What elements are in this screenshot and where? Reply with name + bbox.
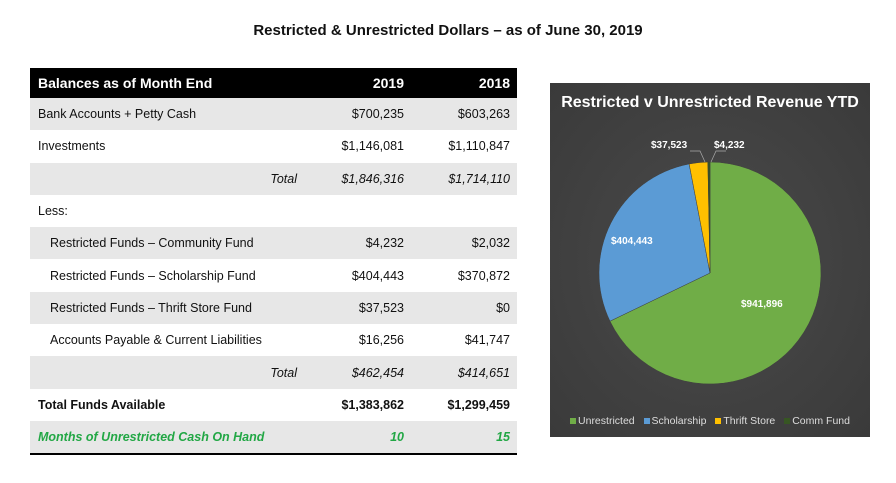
pie-slice-comm-fund: [707, 161, 711, 274]
value-2019: 10: [390, 430, 404, 445]
value-2019: $462,454: [351, 365, 404, 380]
value-2018: $370,872: [457, 268, 510, 283]
table-row: Accounts Payable & Current Liabilities $…: [30, 324, 517, 356]
pie-slice-scholarship: [598, 163, 711, 322]
legend-swatch: [715, 418, 722, 425]
data-label-thrift-store: $37,523: [651, 140, 688, 151]
value-2019: $37,523: [358, 300, 404, 315]
legend-swatch: [570, 418, 577, 425]
row-label: Less:: [38, 204, 68, 219]
legend-item: Scholarship: [643, 415, 707, 427]
total-funds-row: Total Funds Available $1,383,862 $1,299,…: [30, 389, 517, 421]
page-title: Restricted & Unrestricted Dollars – as o…: [253, 22, 643, 39]
table-row: Less:: [30, 195, 517, 227]
data-label-scholarship: $404,443: [611, 236, 653, 247]
row-label: Investments: [38, 139, 106, 154]
pie-svg: [598, 150, 822, 385]
value-2019: $404,443: [351, 268, 404, 283]
value-2018: 15: [496, 430, 510, 445]
value-2018: $41,747: [464, 333, 510, 348]
value-2019: $4,232: [365, 236, 404, 251]
table-row: Bank Accounts + Petty Cash $700,235 $603…: [30, 98, 517, 131]
value-2018: $1,110,847: [448, 139, 510, 154]
value-2019: $1,383,862: [341, 397, 404, 412]
legend-swatch: [643, 418, 650, 425]
value-2018: $603,263: [457, 107, 510, 122]
value-2019: $700,235: [351, 107, 404, 122]
data-label-comm-fund: $4,232: [714, 140, 745, 151]
value-2019: $16,256: [358, 333, 404, 348]
value-2018: $0: [496, 300, 510, 315]
table-header: Balances as of Month End 2019 2018: [30, 68, 517, 98]
row-label: Bank Accounts + Petty Cash: [38, 107, 197, 122]
value-2018: $2,032: [471, 236, 510, 251]
pie-slice-unrestricted: [609, 161, 822, 385]
value-2019: $1,846,316: [341, 171, 404, 186]
legend-label: Scholarship: [651, 415, 707, 427]
header-label: Balances as of Month End: [38, 75, 213, 91]
value-2018: $1,299,459: [447, 397, 510, 412]
row-label: Months of Unrestricted Cash On Hand: [38, 430, 265, 445]
chart-title: Restricted v Unrestricted Revenue YTD: [561, 94, 859, 111]
value-2018: $1,714,110: [448, 171, 510, 186]
legend-item: Comm Fund: [784, 415, 850, 427]
legend-label: Unrestricted: [578, 415, 635, 427]
row-label: Restricted Funds – Community Fund: [50, 236, 254, 251]
row-label: Accounts Payable & Current Liabilities: [50, 333, 262, 348]
table-row: Restricted Funds – Community Fund $4,232…: [30, 227, 517, 260]
legend-item: Thrift Store: [715, 415, 775, 427]
value-2018: $414,651: [457, 365, 510, 380]
data-label-unrestricted: $941,896: [741, 299, 783, 310]
leader-line: [690, 150, 706, 163]
legend-item: Unrestricted: [570, 415, 635, 427]
row-label: Restricted Funds – Thrift Store Fund: [50, 300, 252, 315]
pie-chart: Restricted v Unrestricted Revenue YTD $9…: [550, 83, 870, 437]
table-row: Restricted Funds – Scholarship Fund $404…: [30, 259, 517, 291]
chart-legend: Unrestricted Scholarship Thrift Store Co…: [550, 415, 870, 427]
table-row: Restricted Funds – Thrift Store Fund $37…: [30, 291, 517, 325]
total-label: Total: [270, 171, 297, 186]
leader-line: [710, 150, 726, 163]
total-label: Total: [270, 365, 297, 380]
header-2019: 2019: [372, 75, 404, 91]
row-label: Restricted Funds – Scholarship Fund: [50, 268, 256, 283]
value-2019: $1,146,081: [341, 139, 404, 154]
row-label: Total Funds Available: [38, 397, 166, 412]
legend-swatch: [784, 418, 791, 425]
balances-table: Balances as of Month End 2019 2018 Bank …: [30, 68, 517, 456]
total-row: Total $1,846,316 $1,714,110: [30, 162, 517, 195]
total-row: Total $462,454 $414,651: [30, 356, 517, 389]
table-row: Investments $1,146,081 $1,110,847: [30, 130, 517, 162]
header-2018: 2018: [478, 75, 510, 91]
legend-label: Thrift Store: [723, 415, 776, 427]
legend-label: Comm Fund: [792, 415, 850, 427]
months-cash-row: Months of Unrestricted Cash On Hand 10 1…: [30, 420, 517, 454]
